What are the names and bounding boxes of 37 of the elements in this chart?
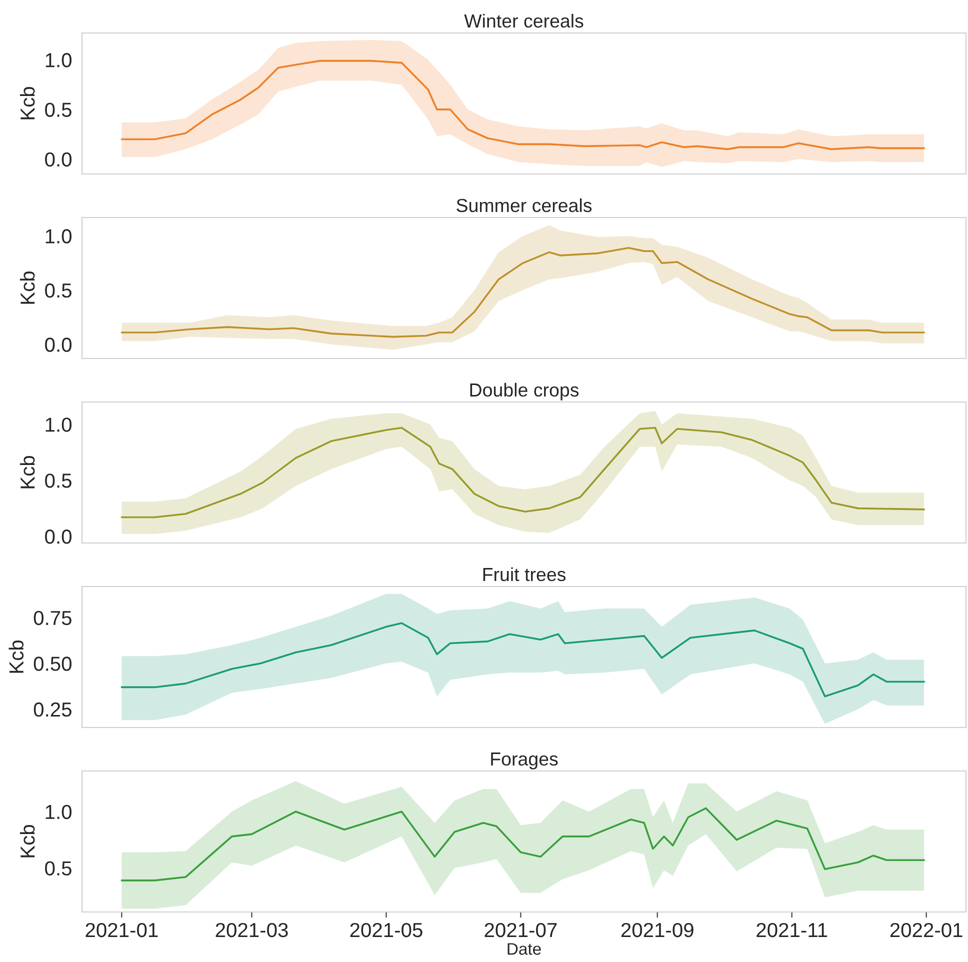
y-tick-label: 0.50 <box>34 656 72 671</box>
y-tick-label: 1.0 <box>46 804 72 820</box>
y-axis-title: Kcb <box>8 640 24 673</box>
line-series <box>120 622 926 698</box>
y-tick-label: 0.0 <box>45 530 72 544</box>
y-tick-label: 0.5 <box>45 102 72 117</box>
y-axis-title: Kcb <box>20 271 35 304</box>
y-tick-label: 1.0 <box>46 229 72 244</box>
y-tick-label: 0.75 <box>34 610 72 626</box>
line-series <box>120 246 926 338</box>
line-series <box>120 807 926 882</box>
x-tick-label: 2021-09 <box>621 922 694 938</box>
y-tick-label: 0.0 <box>45 338 72 352</box>
line-series <box>120 60 926 150</box>
x-axis-title: Date <box>508 943 541 955</box>
y-tick-label: 0.5 <box>45 283 72 298</box>
chart-title: Winter cereals <box>464 14 584 28</box>
y-axis-title: Kcb <box>20 456 35 488</box>
chart-title: Summer cereals <box>456 198 592 212</box>
y-tick-label: 0.5 <box>45 861 72 876</box>
x-tick-label: 2021-11 <box>756 922 828 938</box>
y-tick-label: 1.0 <box>46 418 72 432</box>
y-tick-label: 0.5 <box>45 474 72 488</box>
chart-title: Double crops <box>470 382 579 400</box>
x-tick-label: 2021-01 <box>86 922 158 938</box>
x-tick-label: 2021-03 <box>216 922 288 938</box>
x-tick-label: 2022-01 <box>890 922 962 938</box>
x-tick-label: 2021-07 <box>484 922 557 938</box>
y-tick-label: 0.0 <box>45 152 72 167</box>
y-tick-label: 1.0 <box>46 53 72 68</box>
x-tick-label: 2021-05 <box>350 922 422 938</box>
chart-title: Fruit trees <box>483 567 566 582</box>
chart-title: Forages <box>491 752 558 770</box>
y-axis-title: Kcb <box>20 86 35 120</box>
y-tick-label: 0.25 <box>34 702 72 717</box>
y-axis-title: Kcb <box>20 824 35 858</box>
line-series <box>120 426 926 518</box>
